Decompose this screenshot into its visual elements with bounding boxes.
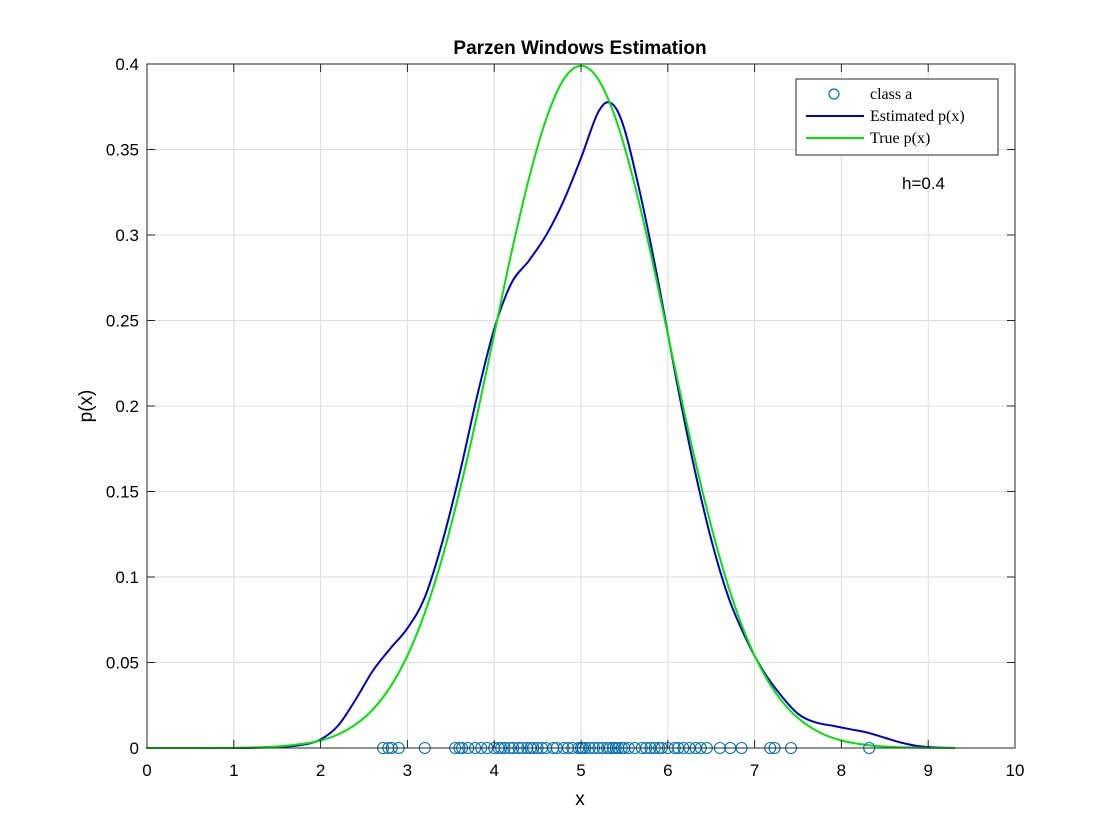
bandwidth-annotation: h=0.4 [902,174,945,193]
legend: class a Estimated p(x) True p(x) [795,78,999,156]
y-axis-label: p(x) [76,390,97,423]
axis-ticks: 0 1 2 3 4 5 6 7 8 9 10 0 0.05 0.1 0.15 0.2 0.25 0.3 0.35 0.… [106,55,1025,780]
y-tick-label: 0.35 [106,141,139,160]
y-tick-label: 0.25 [106,312,139,331]
x-tick-label: 10 [1006,761,1025,780]
x-tick-label: 9 [923,761,932,780]
legend-marker-class-a [828,88,840,100]
y-tick-label: 0 [130,739,139,758]
y-tick-label: 0.4 [115,55,139,74]
x-tick-label: 7 [750,761,759,780]
y-tick-label: 0.1 [115,568,139,587]
legend-label-class-a: class a [870,86,912,103]
y-tick-label: 0.15 [106,483,139,502]
y-tick-label: 0.3 [115,226,139,245]
series-lines [146,64,956,750]
y-tick-label: 0.05 [106,654,139,673]
series-line-true-p-x [146,64,956,749]
legend-label-true: True p(x) [870,130,930,147]
x-tick-label: 6 [663,761,672,780]
x-tick-label: 8 [837,761,846,780]
x-tick-label: 1 [229,761,238,780]
legend-label-estimated: Estimated p(x) [870,108,965,125]
x-tick-label: 3 [403,761,412,780]
x-tick-label: 0 [142,761,151,780]
series-line-estimated-p-x [146,101,956,750]
x-tick-label: 2 [316,761,325,780]
x-axis-label: x [575,789,585,810]
y-tick-label: 0.2 [115,397,139,416]
x-tick-label: 4 [489,761,498,780]
x-tick-label: 5 [576,761,585,780]
chart-title: Parzen Windows Estimation [453,38,706,59]
